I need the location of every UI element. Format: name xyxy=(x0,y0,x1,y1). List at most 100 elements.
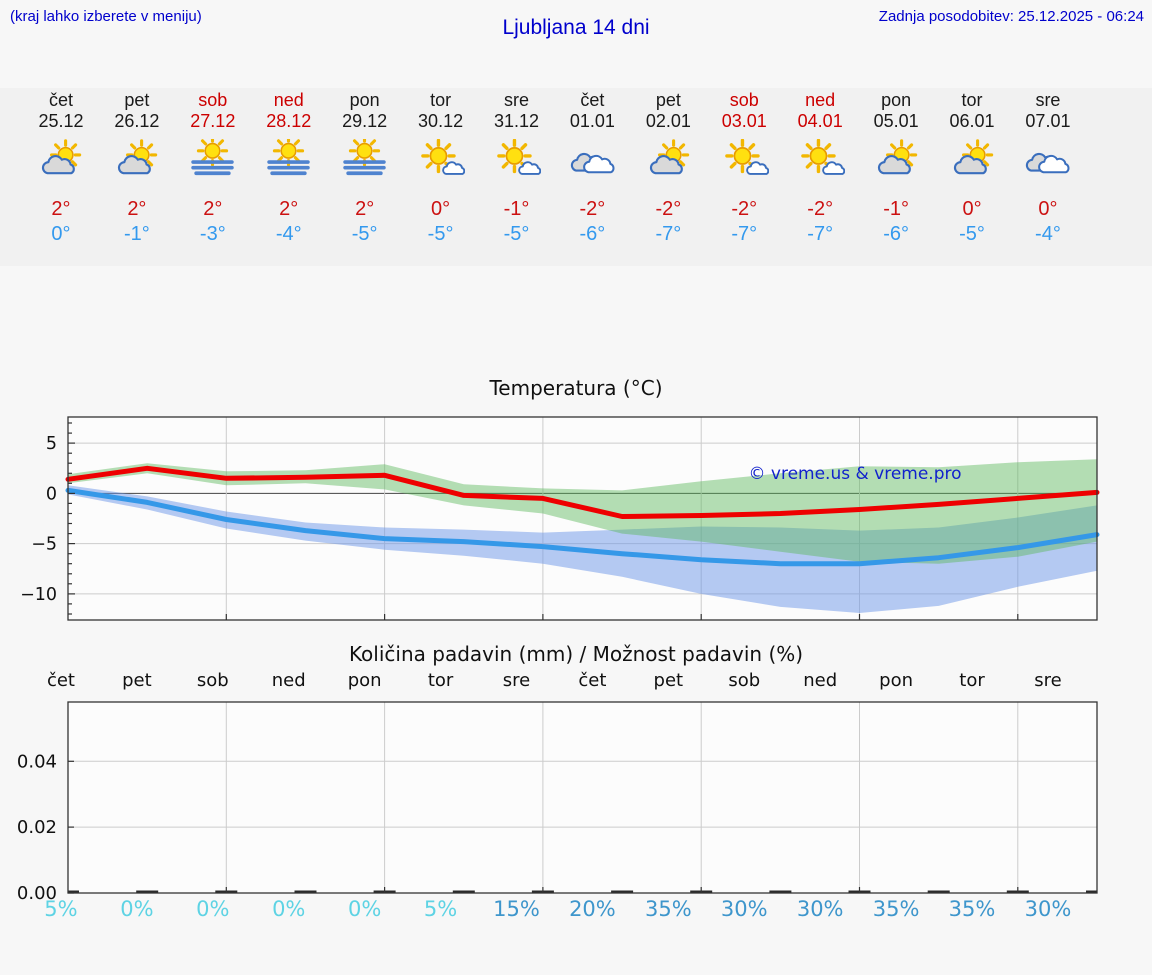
precip-probability: 5% xyxy=(44,897,78,921)
high-temp: -2° xyxy=(579,198,606,220)
low-temp: -6° xyxy=(883,223,909,245)
page-title: Ljubljana 14 dni xyxy=(502,16,650,39)
day-name: ned xyxy=(273,90,304,110)
y-tick-label: −10 xyxy=(20,585,57,605)
day-name: pet xyxy=(655,90,681,110)
day-date: 01.01 xyxy=(569,111,615,131)
forecast-day-column[interactable]: tor 30.12 0° -5° xyxy=(403,90,479,247)
precip-chart: 0.00 0.02 0.04 xyxy=(17,701,1098,900)
day-name: sob xyxy=(729,90,759,110)
precip-day-label: tor xyxy=(427,670,454,691)
partly-cloudy-icon xyxy=(112,139,161,181)
mostly-sunny-icon xyxy=(492,139,541,181)
low-temp: -5° xyxy=(427,223,454,245)
partly-cloudy-icon xyxy=(872,139,921,181)
day-date: 25.12 xyxy=(38,111,84,131)
forecast-day-column[interactable]: čet 25.12 2° 0° xyxy=(23,90,99,247)
precip-probability: 0% xyxy=(272,897,306,921)
day-date: 05.01 xyxy=(873,111,919,131)
precip-day-label: pet xyxy=(122,670,152,691)
day-name: tor xyxy=(961,90,983,110)
precip-day-label: pon xyxy=(879,670,914,691)
temperature-chart-title: Temperatura (°C) xyxy=(489,376,663,400)
precip-probability: 30% xyxy=(1024,897,1072,921)
day-name: čet xyxy=(48,90,73,110)
sun-fog-icon xyxy=(340,139,389,181)
precip-day-label: ned xyxy=(803,670,838,691)
high-temp: -1° xyxy=(883,198,909,220)
forecast-day-column[interactable]: sob 27.12 2° -3° xyxy=(175,90,251,247)
precip-probability: 35% xyxy=(644,897,692,921)
precip-bar xyxy=(68,890,79,893)
low-temp: -5° xyxy=(503,223,530,245)
forecast-day-column[interactable]: pon 05.01 -1° -6° xyxy=(858,90,934,247)
forecast-day-column[interactable]: tor 06.01 0° -5° xyxy=(934,90,1010,247)
day-name: sob xyxy=(198,90,228,110)
low-temp: -6° xyxy=(579,223,606,245)
low-temp: -1° xyxy=(123,223,150,245)
precip-day-label: pon xyxy=(347,670,382,691)
high-temp: -2° xyxy=(655,198,682,220)
high-temp: -2° xyxy=(807,198,834,220)
sun-fog-icon xyxy=(264,139,313,181)
precip-probability: 0% xyxy=(347,897,382,921)
precip-probability: 20% xyxy=(569,897,616,921)
forecast-day-column[interactable]: pet 26.12 2° -1° xyxy=(99,90,175,247)
precip-probability-row: 5% 0% 0% 0% 0% 5% 15% 20% 35% 30% 30% 35% 35% 30% xyxy=(23,897,1086,921)
low-temp: -4° xyxy=(1035,223,1061,245)
low-temp: 0° xyxy=(51,223,71,245)
y-tick-label: 0.04 xyxy=(17,751,57,772)
partly-cloudy-icon xyxy=(36,139,85,181)
day-date: 30.12 xyxy=(418,111,464,131)
day-name: sre xyxy=(1035,90,1061,110)
low-temp: -5° xyxy=(351,223,378,245)
day-name: sre xyxy=(503,90,529,110)
high-temp: 0° xyxy=(431,198,451,220)
precip-bar xyxy=(294,890,317,893)
day-date: 31.12 xyxy=(493,111,540,131)
day-date: 29.12 xyxy=(342,111,388,131)
high-temp: -2° xyxy=(731,198,758,220)
day-date: 27.12 xyxy=(190,111,236,131)
partly-cloudy-icon xyxy=(948,139,997,181)
high-temp: -1° xyxy=(503,198,530,220)
cloudy-icon xyxy=(1023,139,1072,181)
precip-days-row: čet pet sob ned pon tor sre čet pet sob ned pon tor s… xyxy=(23,670,1086,691)
cloudy-icon xyxy=(568,139,617,181)
forecast-day-column[interactable]: ned 04.01 -2° -7° xyxy=(782,90,858,247)
precip-probability: 5% xyxy=(423,897,458,921)
high-temp: 2° xyxy=(279,198,299,220)
high-temp: 2° xyxy=(203,198,223,220)
precip-probability: 15% xyxy=(493,897,540,921)
day-name: pon xyxy=(349,90,380,110)
precip-probability: 0% xyxy=(196,897,230,921)
precip-bar xyxy=(136,890,159,893)
last-update: Zadnja posodobitev: 25.12.2025 - 06:24 xyxy=(878,8,1144,25)
day-date: 28.12 xyxy=(266,111,312,131)
sun-fog-icon xyxy=(188,139,237,181)
mostly-sunny-icon xyxy=(720,139,769,181)
precip-bar xyxy=(611,890,634,893)
precip-probability: 0% xyxy=(120,897,154,921)
forecast-day-column[interactable]: ned 28.12 2° -4° xyxy=(251,90,327,247)
day-date: 02.01 xyxy=(645,111,691,131)
min temperatura-line xyxy=(65,487,1100,567)
forecast-day-column[interactable]: pon 29.12 2° -5° xyxy=(327,90,403,247)
max temperatura-line xyxy=(65,465,1100,519)
forecast-day-column[interactable]: čet 01.01 -2° -6° xyxy=(554,90,630,247)
forecast-day-column[interactable]: sob 03.01 -2° -7° xyxy=(706,90,782,247)
forecast-day-column[interactable]: sre 31.12 -1° -5° xyxy=(479,90,555,247)
forecast-day-column[interactable]: pet 02.01 -2° -7° xyxy=(630,90,706,247)
low-temp: -3° xyxy=(199,223,226,245)
day-date: 04.01 xyxy=(797,111,843,131)
forecast-day-column[interactable]: sre 07.01 0° -4° xyxy=(1010,90,1086,247)
precip-day-label: sob xyxy=(196,670,229,691)
low-temp: -4° xyxy=(275,223,302,245)
y-tick-label: 0.00 xyxy=(17,883,57,900)
precip-day-label: čet xyxy=(46,670,75,691)
y-tick-label: 0 xyxy=(46,484,57,504)
low-temp: -5° xyxy=(959,223,985,245)
y-tick-label: 5 xyxy=(46,434,57,454)
mostly-sunny-icon xyxy=(416,139,465,181)
